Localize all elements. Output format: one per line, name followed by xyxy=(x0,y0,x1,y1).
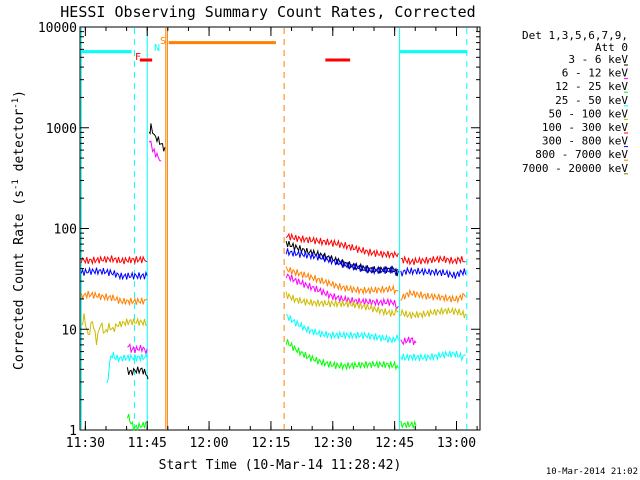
legend-entry-label: 300 - 800 keV xyxy=(542,135,628,148)
series-line xyxy=(400,350,466,362)
series-line xyxy=(126,366,149,380)
series-line xyxy=(285,291,399,317)
x-tick-label: 12:45 xyxy=(375,436,414,451)
footer-timestamp: 10-Mar-2014 21:02 xyxy=(546,467,638,477)
series-line xyxy=(127,342,148,356)
series-line xyxy=(400,306,467,320)
y-axis-label-exponent: -1 xyxy=(11,98,21,109)
series-line xyxy=(80,254,148,266)
legend-header: Det 1,3,5,6,7,9, xyxy=(522,29,628,42)
y-axis: 1 10 100 1000 10000 xyxy=(38,21,480,439)
x-tick-label: 12:00 xyxy=(190,436,229,451)
y-tick-label: 1 xyxy=(69,424,77,439)
flag-letter: S xyxy=(160,36,166,47)
y-axis-label-part: Corrected Count Rate (s xyxy=(12,190,27,370)
x-tick-label: 12:30 xyxy=(313,436,352,451)
series-line xyxy=(148,140,162,162)
plot-area: F NS xyxy=(79,26,481,431)
series-line xyxy=(148,123,166,152)
x-tick-label: 11:45 xyxy=(128,436,167,451)
y-axis-label-exponent: -1 xyxy=(11,179,21,190)
legend-entry-label: 3 - 6 keV xyxy=(568,53,628,66)
series-line xyxy=(400,266,467,279)
series-line xyxy=(285,266,399,296)
series-line xyxy=(80,290,148,307)
y-axis-label-part: ) xyxy=(12,90,27,98)
flag-letter: F xyxy=(135,52,141,63)
x-axis-label: Start Time (10-Mar-14 11:28:42) xyxy=(159,458,402,473)
x-axis: 11:30 11:45 12:00 12:15 12:30 12:45 13:00 xyxy=(66,27,478,451)
y-tick-label: 10000 xyxy=(38,21,77,36)
legend-entry-label: 7000 - 20000 keV xyxy=(522,162,628,175)
series-line xyxy=(285,248,399,276)
series-line xyxy=(80,266,148,281)
legend-entry-label: 800 - 7000 keV xyxy=(535,148,628,161)
x-tick-label: 13:00 xyxy=(437,436,476,451)
series-line xyxy=(285,240,399,277)
legend-entry-label: 6 - 12 keV xyxy=(562,67,629,80)
y-axis-label-part: detector xyxy=(12,109,27,180)
legend-entry-label: 50 - 100 keV xyxy=(549,107,629,120)
flag-letter: N xyxy=(154,43,160,54)
series-line xyxy=(285,313,399,344)
series-line xyxy=(400,288,467,304)
legend-entry-label: 25 - 50 keV xyxy=(555,94,628,107)
legend-header: Att 0 xyxy=(595,41,628,54)
series-line xyxy=(126,413,148,431)
series-line xyxy=(400,419,417,429)
y-tick-label: 100 xyxy=(54,223,77,238)
legend-entry-label: 12 - 25 keV xyxy=(555,80,628,93)
series-line xyxy=(400,336,417,346)
series-line xyxy=(106,352,148,384)
chart-title: HESSI Observing Summary Count Rates, Cor… xyxy=(60,3,475,21)
x-tick-label: 11:30 xyxy=(66,436,105,451)
series-line xyxy=(81,313,148,345)
series-line xyxy=(285,232,399,260)
series-line xyxy=(285,339,399,371)
series-line xyxy=(400,254,466,266)
x-tick-label: 12:15 xyxy=(251,436,290,451)
y-tick-label: 1000 xyxy=(46,122,77,137)
y-axis-label: Corrected Count Rate (s-1 detector-1) xyxy=(11,90,27,370)
y-tick-label: 10 xyxy=(61,323,77,338)
legend-entry-label: 100 - 300 keV xyxy=(542,121,628,134)
